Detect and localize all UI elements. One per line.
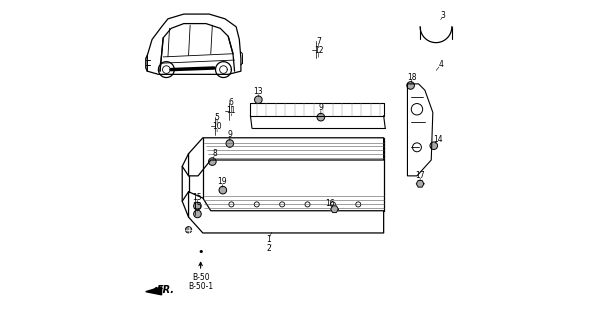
Text: 9: 9 — [318, 103, 323, 112]
Text: 7: 7 — [316, 36, 321, 45]
Circle shape — [194, 210, 201, 218]
Polygon shape — [331, 206, 339, 212]
Text: 9: 9 — [227, 130, 232, 139]
Text: 16: 16 — [325, 199, 334, 208]
Text: 5: 5 — [215, 113, 219, 122]
Circle shape — [226, 140, 234, 147]
Text: 8: 8 — [213, 149, 218, 158]
Circle shape — [254, 96, 262, 104]
Text: •: • — [197, 247, 204, 257]
Text: 13: 13 — [253, 87, 263, 96]
Text: 19: 19 — [217, 177, 226, 186]
Text: 11: 11 — [226, 106, 236, 115]
Circle shape — [185, 227, 192, 233]
Text: 15: 15 — [193, 193, 202, 202]
Text: 6: 6 — [229, 99, 234, 108]
Text: 12: 12 — [314, 46, 324, 55]
Text: 18: 18 — [408, 73, 417, 82]
Circle shape — [407, 82, 414, 89]
Text: B-50: B-50 — [192, 273, 209, 282]
Circle shape — [219, 186, 226, 194]
Text: 4: 4 — [438, 60, 443, 69]
Text: FR.: FR. — [157, 285, 175, 295]
Text: 14: 14 — [433, 135, 442, 144]
Circle shape — [317, 113, 325, 121]
Text: 15: 15 — [193, 203, 202, 212]
Polygon shape — [417, 180, 424, 187]
Circle shape — [209, 158, 216, 165]
Text: 10: 10 — [212, 122, 222, 131]
Text: B-50-1: B-50-1 — [188, 282, 213, 292]
Polygon shape — [146, 287, 162, 295]
Text: 17: 17 — [415, 171, 425, 180]
Circle shape — [430, 142, 437, 149]
Text: 2: 2 — [266, 244, 271, 253]
Text: 1: 1 — [266, 235, 271, 244]
Circle shape — [194, 202, 201, 210]
Text: 3: 3 — [441, 11, 446, 20]
